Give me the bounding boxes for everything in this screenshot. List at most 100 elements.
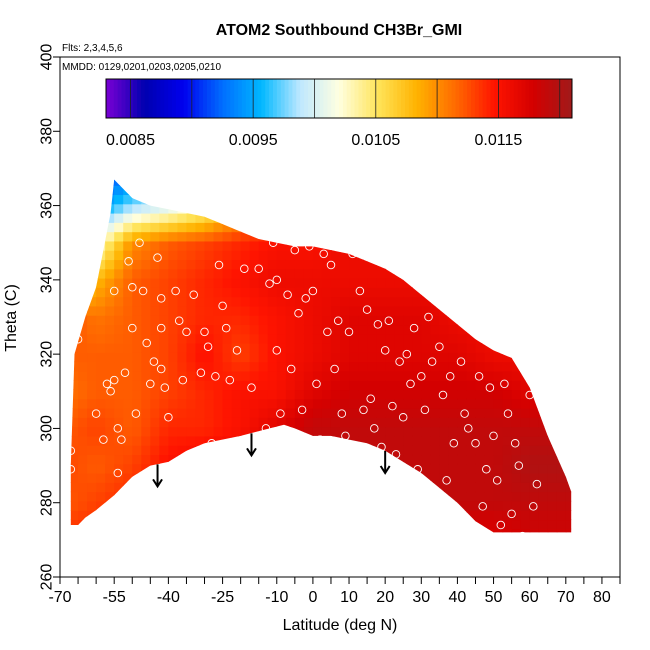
field-cell: [321, 482, 332, 493]
field-cell: [231, 222, 242, 233]
field-cell: [195, 361, 206, 372]
field-cell: [385, 408, 395, 418]
field-cell: [565, 222, 572, 233]
field-cell: [177, 538, 187, 548]
observation-point: [380, 346, 390, 355]
colorbar-segment: [408, 79, 414, 118]
field-cell: [141, 445, 151, 456]
field-cell: [313, 167, 323, 177]
field-cell: [511, 426, 522, 437]
field-cell: [439, 435, 449, 446]
field-cell: [168, 435, 179, 446]
field-cell: [520, 287, 531, 298]
field-cell: [249, 213, 260, 223]
colorbar-segment: [315, 79, 321, 118]
observation-point: [438, 390, 448, 400]
colorbar-segment: [509, 79, 515, 118]
field-cell: [565, 185, 572, 196]
field-cell: [70, 268, 79, 279]
field-cell: [186, 194, 197, 205]
field-cell: [547, 528, 558, 533]
field-cell: [87, 528, 97, 533]
field-cell: [231, 510, 242, 521]
field-cell: [276, 519, 287, 530]
field-cell: [114, 278, 124, 288]
colorbar-segment: [288, 79, 293, 118]
field-cell: [168, 445, 179, 456]
colorbar-segment: [544, 79, 550, 118]
field-cell: [358, 240, 368, 251]
field-cell: [294, 491, 305, 502]
field-cell: [520, 315, 531, 326]
field-cell: [114, 370, 124, 381]
field-cell: [168, 222, 179, 233]
field-cell: [520, 426, 531, 437]
field-cell: [240, 324, 251, 335]
field-cell: [547, 491, 558, 502]
field-cell: [204, 179, 215, 186]
field-cell: [195, 500, 206, 511]
field-cell: [367, 380, 377, 391]
field-cell: [503, 167, 513, 177]
field-cell: [330, 305, 341, 316]
field-cell: [294, 194, 305, 205]
field-cell: [538, 435, 549, 446]
field-cell: [204, 222, 215, 233]
field-cell: [87, 426, 97, 437]
field-cell: [186, 287, 197, 298]
field-cell: [213, 324, 224, 335]
field-cell: [538, 408, 549, 418]
field-cell: [340, 315, 350, 326]
field-cell: [322, 167, 332, 177]
field-cell: [141, 352, 151, 363]
field-cell: [213, 370, 224, 381]
field-cell: [493, 491, 504, 502]
field-cell: [494, 538, 504, 548]
field-cell: [267, 491, 278, 502]
field-cell: [87, 315, 97, 326]
field-cell: [240, 268, 251, 279]
field-cell: [511, 287, 522, 298]
field-cell: [195, 305, 206, 316]
field-cell: [475, 361, 486, 372]
field-cell: [70, 519, 79, 530]
observation-point: [319, 249, 328, 259]
field-cell: [249, 305, 260, 316]
field-cell: [421, 343, 431, 353]
field-cell: [159, 408, 169, 418]
field-cell: [394, 343, 404, 353]
field-cell: [358, 167, 368, 177]
field-cell: [421, 417, 431, 428]
field-cell: [70, 408, 79, 418]
field-cell: [394, 296, 404, 307]
field-cell: [312, 463, 323, 474]
field-cell: [322, 538, 332, 548]
field-cell: [150, 510, 160, 521]
field-cell: [349, 408, 359, 418]
field-cell: [430, 538, 440, 548]
observation-point: [91, 409, 101, 418]
field-cell: [123, 333, 133, 344]
field-cell: [168, 538, 178, 548]
field-cell: [529, 510, 540, 521]
observation-point: [489, 431, 498, 441]
field-cell: [321, 426, 332, 437]
field-cell: [439, 240, 449, 251]
x-tick-label: 20: [376, 589, 394, 606]
field-cell: [114, 417, 124, 428]
field-cell: [529, 352, 540, 363]
observation-point: [128, 283, 137, 292]
field-cell: [494, 167, 504, 177]
colorbar-segment: [300, 79, 305, 118]
field-cell: [303, 528, 314, 533]
field-cell: [132, 361, 142, 372]
field-cell: [457, 519, 468, 530]
field-cell: [285, 222, 296, 233]
field-cell: [222, 361, 233, 372]
field-cell: [475, 194, 486, 205]
observation-point: [225, 375, 235, 385]
field-cell: [430, 417, 440, 428]
field-cell: [114, 240, 124, 251]
field-cell: [358, 435, 368, 446]
field-cell: [222, 352, 233, 363]
